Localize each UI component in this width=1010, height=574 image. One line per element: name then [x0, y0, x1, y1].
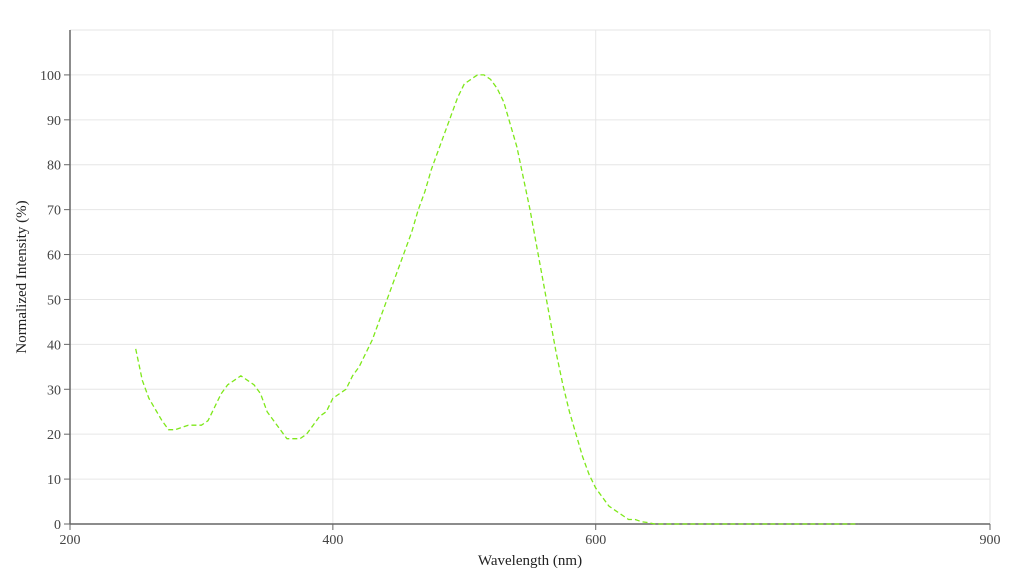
y-tick-label: 100: [40, 69, 61, 84]
y-tick-label: 10: [47, 473, 61, 488]
y-tick-label: 20: [47, 428, 61, 443]
y-tick-label: 60: [47, 249, 61, 264]
x-tick-label: 400: [322, 533, 343, 548]
x-tick-label: 600: [585, 533, 606, 548]
y-tick-label: 80: [47, 159, 61, 174]
grid: [70, 29, 991, 524]
y-tick-label: 50: [47, 293, 61, 308]
x-tick-label: 900: [980, 533, 1001, 548]
x-axis-label: Wavelength (nm): [478, 553, 582, 569]
series-line-0: [135, 74, 859, 525]
x-tick-label: 200: [60, 533, 81, 548]
y-tick-label: 30: [47, 383, 61, 398]
axes: [64, 30, 991, 530]
y-axis-label: Normalized Intensity (%): [14, 200, 30, 353]
y-tick-label: 40: [47, 338, 61, 353]
series-layer: [135, 74, 859, 525]
y-tick-label: 90: [47, 114, 61, 129]
tick-labels: 0 10 20 30 40 50 60 70 80 90 100 200 400 600 900: [40, 69, 1001, 548]
y-tick-label: 70: [47, 204, 61, 219]
y-tick-label: 0: [54, 518, 61, 533]
